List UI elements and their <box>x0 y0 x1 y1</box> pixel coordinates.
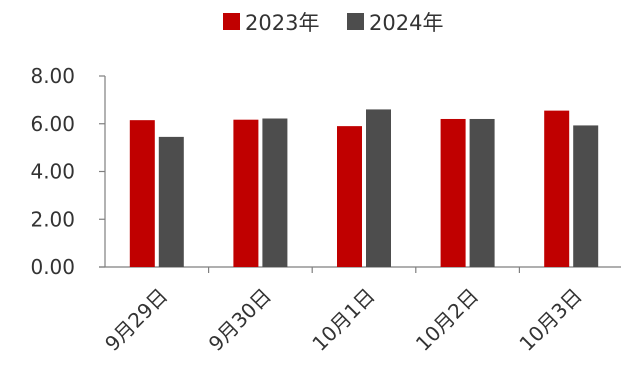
x-tick-label: 10月1日 <box>307 284 379 356</box>
bar-2024年-10月3日 <box>573 125 599 267</box>
bar-2023年-10月2日 <box>440 118 466 267</box>
legend-swatch-2023 <box>223 13 240 30</box>
bars <box>129 109 599 268</box>
y-tick-label: 4.00 <box>30 160 75 184</box>
legend-label-2023: 2023年 <box>245 11 319 35</box>
bar-2023年-10月3日 <box>544 110 570 268</box>
y-tick-label: 0.00 <box>30 255 75 279</box>
x-tick-label: 10月2日 <box>411 284 483 356</box>
bar-2023年-10月1日 <box>337 126 362 267</box>
y-axis-labels: 0.00 2.00 4.00 6.00 8.00 <box>30 64 75 279</box>
y-tick-label: 8.00 <box>30 64 75 88</box>
y-tick-label: 6.00 <box>30 112 75 136</box>
bar-2023年-9月30日 <box>233 119 259 267</box>
bar-2024年-10月2日 <box>469 118 495 267</box>
bar-2024年-9月30日 <box>262 118 288 267</box>
y-tick-label: 2.00 <box>30 207 75 231</box>
x-tick-label: 9月29日 <box>100 284 172 356</box>
x-tick-label: 9月30日 <box>204 284 276 356</box>
legend-swatch-2024 <box>347 13 364 30</box>
legend: 2023年 2024年 <box>223 11 443 35</box>
x-axis-labels: 9月29日 9月30日 10月1日 10月2日 10月3日 <box>100 284 587 356</box>
bar-2023年-9月29日 <box>129 120 155 267</box>
legend-label-2024: 2024年 <box>369 11 443 35</box>
bar-2024年-9月29日 <box>158 136 184 267</box>
bar-2024年-10月1日 <box>366 109 391 267</box>
x-tick-label: 10月3日 <box>514 284 586 356</box>
